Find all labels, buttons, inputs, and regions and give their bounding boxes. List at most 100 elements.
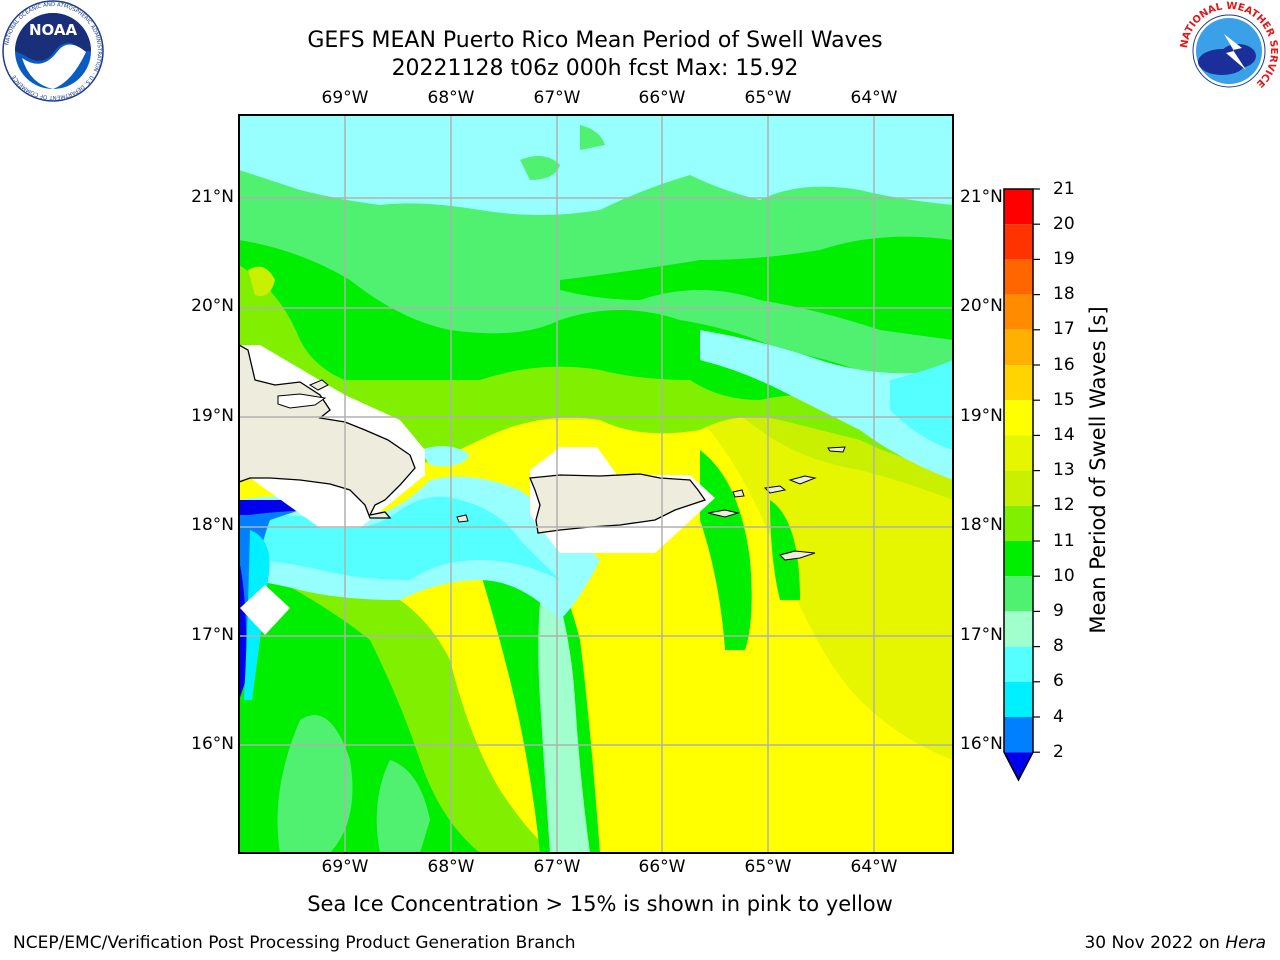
contour-band-12-13-nw-spot — [248, 266, 275, 296]
nws-logo: NATIONAL WEATHER SERVICE — [1178, 0, 1280, 102]
colorbar — [1003, 188, 1040, 782]
footer-host: Hera — [1225, 933, 1266, 953]
colorbar-label-19: 19 — [1053, 249, 1075, 269]
missing-data-west-edge — [240, 585, 290, 635]
mona-island — [456, 514, 469, 523]
colorbar-label-16: 16 — [1053, 355, 1075, 375]
colorbar-ticks — [1033, 188, 1040, 753]
colorbar-label-9: 9 — [1053, 601, 1064, 621]
lon-label-top-64w: 64°W — [850, 88, 898, 108]
lat-label-left-17n: 17°N — [191, 625, 234, 645]
lat-label-right-21n: 21°N — [960, 187, 1003, 207]
contour-band-9-10-spot — [520, 156, 560, 180]
colorbar-label-8: 8 — [1053, 636, 1064, 656]
contour-band-9-10-s — [376, 760, 430, 853]
colorbar-swatch-8-9 — [1004, 611, 1033, 647]
colorbar-swatch-20-21 — [1004, 189, 1033, 225]
contour-band-9-10-sw — [277, 715, 353, 853]
lat-label-right-18n: 18°N — [960, 515, 1003, 535]
colorbar-swatch-12-13 — [1004, 470, 1033, 506]
sea-ice-caption: Sea Ice Concentration > 15% is shown in … — [307, 892, 893, 916]
footer-date-text: 30 Nov 2022 on — [1084, 933, 1226, 953]
lon-label-bottom-65w: 65°W — [744, 857, 792, 877]
contour-band-10-11-east — [700, 450, 752, 650]
colorbar-label-11: 11 — [1053, 531, 1075, 551]
contour-band-10-11-mid — [560, 236, 953, 340]
noaa-logo-text: NOAA — [29, 21, 78, 39]
colorbar-label-15: 15 — [1053, 390, 1075, 410]
colorbar-title: Mean Period of Swell Waves [s] — [1086, 306, 1110, 634]
colorbar-label-14: 14 — [1053, 425, 1075, 445]
lon-label-top-65w: 65°W — [744, 88, 792, 108]
colorbar-label-20: 20 — [1053, 214, 1075, 234]
footer-branch: NCEP/EMC/Verification Post Processing Pr… — [13, 933, 576, 953]
lat-label-left-19n: 19°N — [191, 406, 234, 426]
colorbar-swatch-19-20 — [1004, 224, 1033, 260]
contour-band-9-10-spot2 — [580, 125, 605, 150]
lon-label-bottom-64w: 64°W — [850, 857, 898, 877]
colorbar-swatch-14-15 — [1004, 400, 1033, 436]
vieques-island — [707, 509, 740, 518]
colorbar-label-13: 13 — [1053, 460, 1075, 480]
contour-band-8-9-east — [700, 330, 953, 480]
culebra-island — [732, 489, 745, 498]
colorbar-swatch-16-17 — [1004, 329, 1033, 365]
colorbar-swatch-15-16 — [1004, 365, 1033, 401]
colorbar-extend-below-2 — [1004, 752, 1033, 780]
contour-band-6-8-lee — [239, 496, 560, 580]
colorbar-swatch-6-8 — [1004, 646, 1033, 682]
contour-band-8-9-north — [239, 115, 953, 215]
lat-label-right-20n: 20°N — [960, 296, 1003, 316]
lat-label-right-16n: 16°N — [960, 734, 1003, 754]
tortuga-island — [308, 379, 329, 391]
lat-label-left-18n: 18°N — [191, 515, 234, 535]
colorbar-label-12: 12 — [1053, 495, 1075, 515]
colorbar-swatch-10-11 — [1004, 541, 1033, 577]
contour-band-10-11-vi — [770, 500, 800, 600]
colorbar-swatch-2-4 — [1004, 717, 1033, 753]
colorbar-swatch-17-18 — [1004, 294, 1033, 330]
lon-label-top-66w: 66°W — [638, 88, 686, 108]
lon-label-bottom-66w: 66°W — [638, 857, 686, 877]
colorbar-label-17: 17 — [1053, 319, 1075, 339]
lat-label-left-20n: 20°N — [191, 296, 234, 316]
lon-label-bottom-69w: 69°W — [321, 857, 369, 877]
st-croix-island — [779, 550, 816, 561]
noaa-logo: NOAA NATIONAL OCEANIC AND ATMOSPHERIC AD… — [2, 0, 104, 102]
lon-label-bottom-67w: 67°W — [533, 857, 581, 877]
contour-band-6-8-east — [890, 360, 953, 450]
colorbar-frame — [1003, 188, 1034, 782]
colorbar-swatch-11-12 — [1004, 505, 1033, 541]
lat-label-right-17n: 17°N — [960, 625, 1003, 645]
lon-label-bottom-68w: 68°W — [427, 857, 475, 877]
colorbar-label-4: 4 — [1053, 707, 1064, 727]
swell-period-field — [239, 115, 953, 853]
graticule — [239, 115, 953, 853]
chart-title-line2: 20221128 t06z 000h fcst Max: 15.92 — [391, 56, 799, 81]
colorbar-label-10: 10 — [1053, 566, 1075, 586]
contour-band-8-9-spot — [420, 446, 470, 467]
colorbar-swatch-9-10 — [1004, 576, 1033, 612]
colorbar-label-21: 21 — [1053, 179, 1075, 199]
hispaniola-bay — [277, 393, 327, 409]
anegada-island — [827, 446, 846, 453]
contour-band-below-2-edge — [239, 560, 247, 700]
lon-label-top-67w: 67°W — [533, 88, 581, 108]
colorbar-swatch-18-19 — [1004, 259, 1033, 295]
lat-label-left-21n: 21°N — [191, 187, 234, 207]
colorbar-swatch-4-6 — [1004, 681, 1033, 717]
hispaniola-land — [239, 344, 416, 519]
lat-label-right-19n: 19°N — [960, 406, 1003, 426]
colorbar-label-6: 6 — [1053, 671, 1064, 691]
lon-label-top-68w: 68°W — [427, 88, 475, 108]
colorbar-swatch-13-14 — [1004, 435, 1033, 471]
colorbar-label-2: 2 — [1053, 742, 1064, 762]
footer-date: 30 Nov 2022 on Hera — [1084, 933, 1266, 953]
lat-label-left-16n: 16°N — [191, 734, 234, 754]
map-frame — [238, 114, 954, 854]
colorbar-label-18: 18 — [1053, 284, 1075, 304]
contour-band-8-9-channel — [538, 560, 590, 853]
lon-label-top-69w: 69°W — [321, 88, 369, 108]
chart-title-line1: GEFS MEAN Puerto Rico Mean Period of Swe… — [307, 28, 883, 53]
